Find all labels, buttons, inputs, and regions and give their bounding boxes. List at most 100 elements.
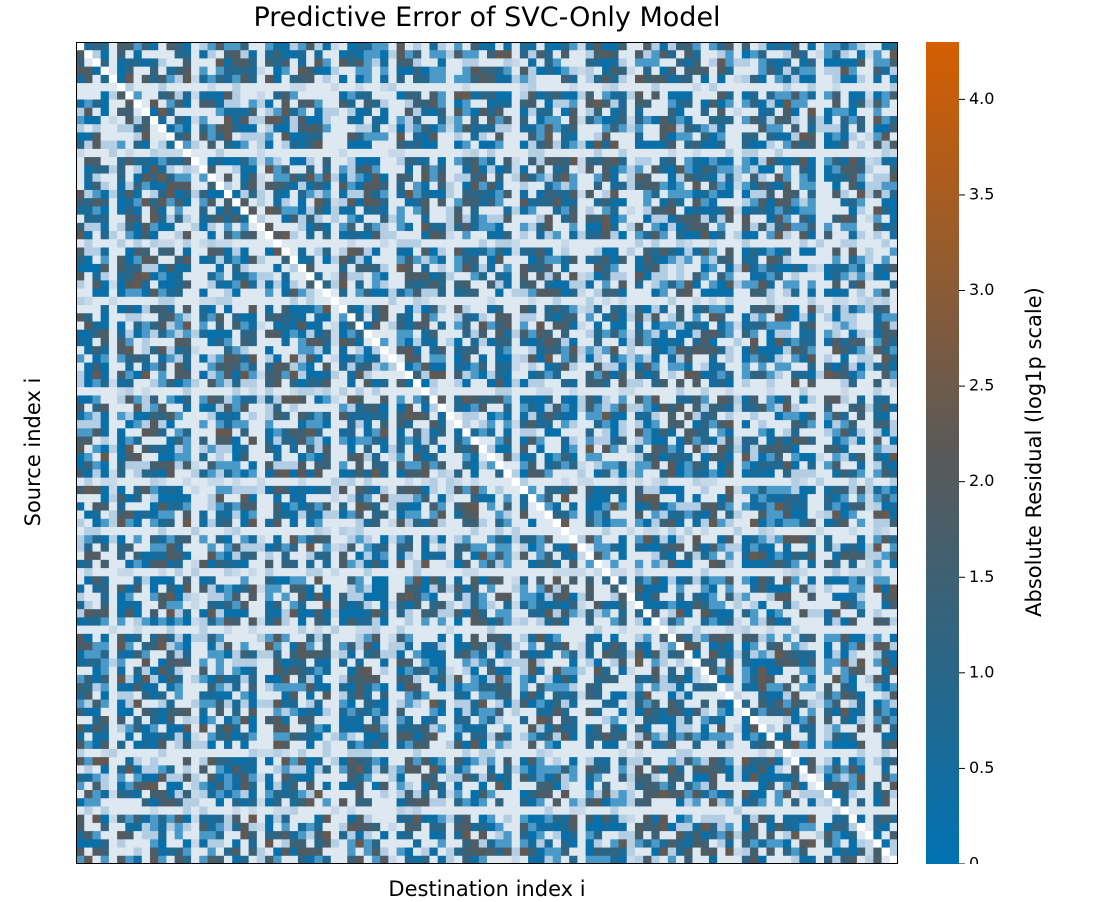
heatmap-cell xyxy=(421,181,431,191)
heatmap-cell xyxy=(248,132,258,142)
heatmap-cell xyxy=(322,288,332,298)
heatmap-cell xyxy=(289,436,299,446)
heatmap-cell xyxy=(141,83,151,92)
heatmap-cell xyxy=(281,354,291,364)
heatmap-cell xyxy=(741,354,751,364)
heatmap-cell xyxy=(330,296,340,306)
heatmap-cell xyxy=(684,379,694,388)
heatmap-cell xyxy=(396,387,406,397)
heatmap-cell xyxy=(889,173,898,183)
heatmap-cell xyxy=(322,370,332,380)
heatmap-cell xyxy=(421,272,431,281)
heatmap-cell xyxy=(297,74,307,84)
heatmap-cell xyxy=(733,428,743,438)
heatmap-cell xyxy=(676,189,685,199)
heatmap-cell xyxy=(585,263,595,273)
heatmap-cell xyxy=(166,222,176,232)
heatmap-cell xyxy=(511,387,521,397)
heatmap-cell xyxy=(158,296,168,306)
heatmap-cell xyxy=(339,165,348,175)
heatmap-cell xyxy=(536,231,546,240)
heatmap-cell xyxy=(413,255,422,265)
heatmap-cell xyxy=(758,115,768,125)
heatmap-cell xyxy=(832,58,842,68)
heatmap-cell xyxy=(199,379,209,388)
heatmap-cell xyxy=(199,329,209,339)
heatmap-cell xyxy=(750,354,759,364)
heatmap-cell xyxy=(618,379,628,388)
heatmap-cell xyxy=(676,115,685,125)
heatmap-cell xyxy=(445,132,455,142)
heatmap-cell xyxy=(889,198,898,207)
heatmap-cell xyxy=(766,58,776,68)
heatmap-cell xyxy=(511,346,521,355)
heatmap-cell xyxy=(396,165,406,175)
heatmap-cell xyxy=(569,411,579,421)
heatmap-cell xyxy=(667,370,677,380)
heatmap-cell xyxy=(782,140,792,150)
heatmap-cell xyxy=(314,313,324,323)
heatmap-cell xyxy=(149,354,159,364)
heatmap-cell xyxy=(191,124,200,134)
heatmap-cell xyxy=(380,305,389,314)
heatmap-cell xyxy=(281,362,291,372)
heatmap-cell xyxy=(478,428,488,438)
heatmap-cell xyxy=(799,354,809,364)
heatmap-cell xyxy=(560,222,570,232)
heatmap-cell xyxy=(347,91,357,101)
heatmap-cell xyxy=(339,305,348,314)
heatmap-cell xyxy=(314,395,324,405)
heatmap-cell xyxy=(371,157,381,166)
heatmap-cell xyxy=(265,231,274,240)
heatmap-cell xyxy=(429,280,439,290)
heatmap-cell xyxy=(889,239,898,249)
heatmap-cell xyxy=(191,272,200,281)
heatmap-cell xyxy=(240,370,250,380)
heatmap-cell xyxy=(215,387,225,397)
heatmap-cell xyxy=(174,231,184,240)
heatmap-cell xyxy=(429,140,439,150)
heatmap-cell xyxy=(141,329,151,339)
heatmap-cell xyxy=(207,165,217,175)
heatmap-cell xyxy=(610,181,620,191)
heatmap-cell xyxy=(297,115,307,125)
heatmap-cell xyxy=(791,436,800,446)
heatmap-cell xyxy=(117,83,126,92)
heatmap-cell xyxy=(429,395,439,405)
heatmap-cell xyxy=(717,272,726,281)
heatmap-cell xyxy=(807,255,817,265)
heatmap-cell xyxy=(355,362,365,372)
heatmap-cell xyxy=(454,124,463,134)
heatmap-cell xyxy=(552,124,562,134)
heatmap-cell xyxy=(207,362,217,372)
heatmap-cell xyxy=(191,222,200,232)
heatmap-cell xyxy=(511,206,521,216)
heatmap-cell xyxy=(577,354,587,364)
heatmap-cell xyxy=(273,255,283,265)
heatmap-cell xyxy=(470,74,480,84)
heatmap-cell xyxy=(322,296,332,306)
heatmap-cell xyxy=(347,132,357,142)
heatmap-cell xyxy=(322,329,332,339)
heatmap-cell xyxy=(569,74,579,84)
heatmap-cell xyxy=(848,66,858,76)
heatmap-cell xyxy=(133,329,143,339)
heatmap-cell xyxy=(158,206,168,216)
heatmap-cell xyxy=(577,272,587,281)
heatmap-cell xyxy=(536,42,546,51)
heatmap-cell xyxy=(339,247,348,257)
heatmap-cell xyxy=(108,83,118,92)
heatmap-cell xyxy=(281,148,291,158)
heatmap-cell xyxy=(766,321,776,331)
heatmap-cell xyxy=(791,379,800,388)
heatmap-cell xyxy=(708,214,718,224)
heatmap-cell xyxy=(174,379,184,388)
heatmap-cell xyxy=(396,206,406,216)
heatmap-cell xyxy=(339,280,348,290)
heatmap-cell xyxy=(577,148,587,158)
heatmap-cell xyxy=(355,222,365,232)
heatmap-cell xyxy=(881,387,891,397)
heatmap-cell xyxy=(684,165,694,175)
heatmap-cell xyxy=(602,272,611,281)
heatmap-cell xyxy=(388,239,398,249)
